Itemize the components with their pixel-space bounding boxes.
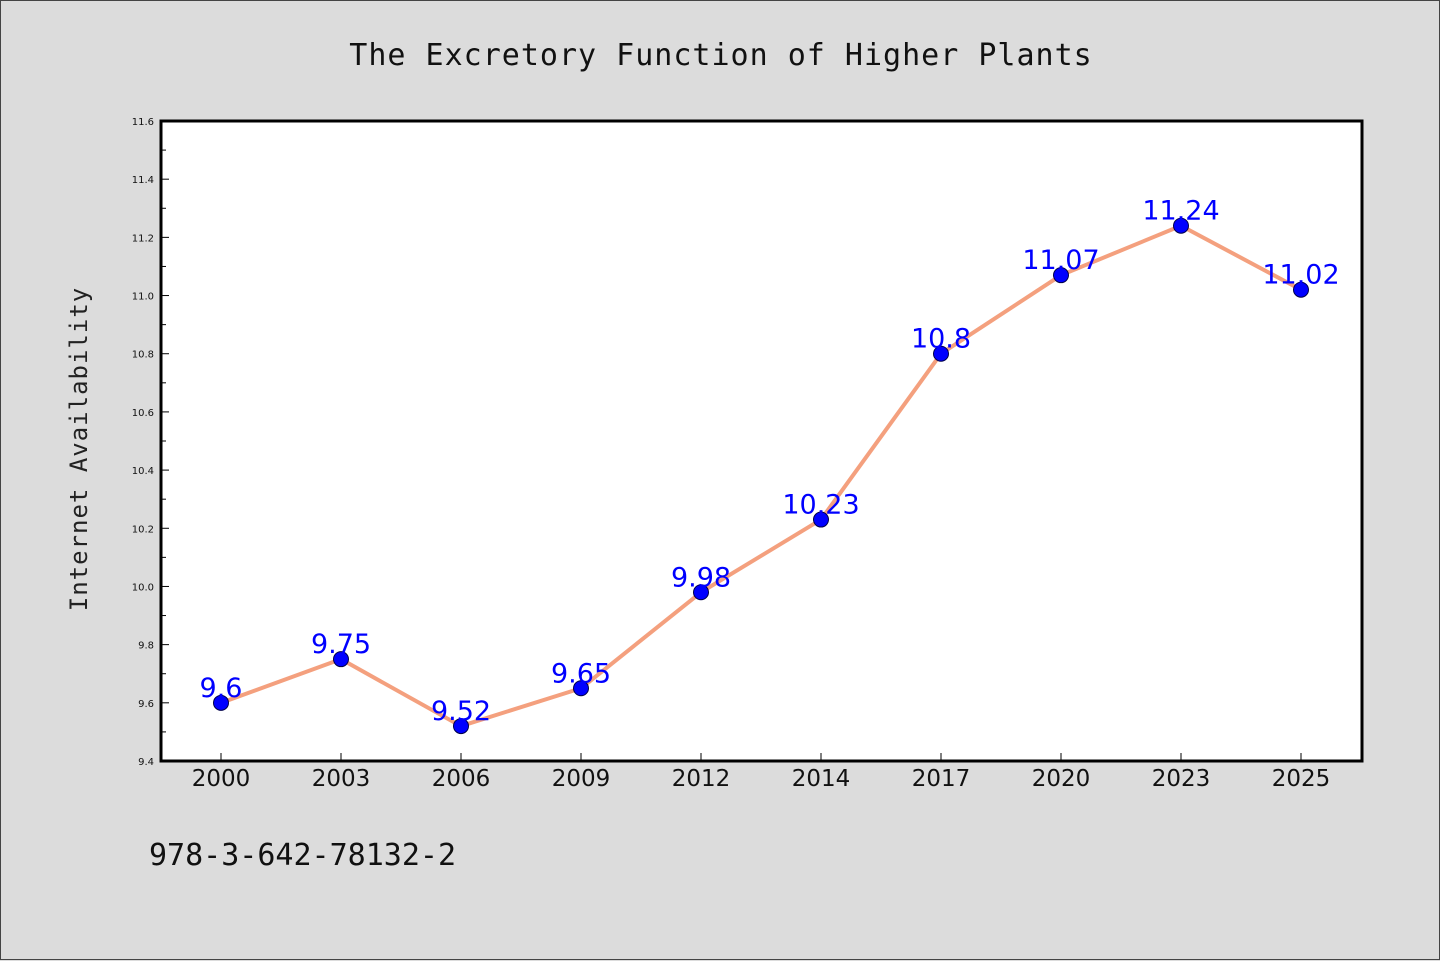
data-point (693, 584, 709, 601)
y-tick-label: 9.4 (138, 757, 154, 768)
x-tick-label: 2017 (912, 766, 971, 792)
data-label: 9.52 (431, 696, 491, 727)
y-tick-label: 11.0 (132, 292, 154, 303)
series-line (220, 223, 1302, 729)
y-axis-label: Internet Availability (65, 287, 93, 611)
data-label: 11.24 (1142, 196, 1219, 227)
data-point (453, 718, 469, 735)
data-labels: 9.6 9.75 9.52 9.65 9.98 10.23 10.8 11.07 11.24 11… (200, 196, 1340, 727)
x-tick-label: 2012 (672, 766, 731, 792)
x-tick-label: 2023 (1152, 766, 1211, 792)
y-tick-label: 10.0 (132, 582, 154, 593)
data-series (213, 217, 1309, 735)
isbn-text: 978-3-642-78132-2 (149, 838, 456, 873)
x-tick-label: 2003 (312, 766, 371, 792)
y-tick-label: 10.6 (132, 408, 154, 419)
y-tick-label: 11.6 (132, 117, 154, 128)
y-axis: 9.4 9.6 9.8 10.0 10.2 10.4 10.6 10.8 11.0 11.2 11.… (132, 117, 169, 768)
x-tick-label: 2020 (1032, 766, 1091, 792)
data-point (573, 680, 589, 697)
x-tick-label: 2014 (792, 766, 851, 792)
data-label: 9.6 (200, 673, 243, 704)
data-point (1053, 267, 1069, 284)
y-tick-label: 10.4 (132, 466, 154, 477)
data-label: 11.02 (1262, 260, 1339, 291)
x-tick-label: 2006 (432, 766, 491, 792)
data-point (933, 345, 949, 362)
data-label: 9.75 (311, 629, 371, 660)
y-tick-label: 9.8 (138, 641, 154, 652)
data-point (813, 511, 829, 528)
y-tick-label: 11.2 (132, 233, 154, 244)
data-point (333, 651, 349, 668)
y-tick-label: 10.2 (132, 524, 154, 535)
x-axis: 2000 2003 2006 2009 2012 2014 2017 2020 2023 2025 (192, 753, 1331, 792)
data-label: 10.8 (911, 324, 971, 355)
plot-area (159, 119, 1364, 763)
data-label: 11.07 (1022, 245, 1099, 276)
chart-title: The Excretory Function of Higher Plants (349, 38, 1092, 73)
data-point (1293, 281, 1309, 298)
x-tick-label: 2009 (552, 766, 611, 792)
data-label: 10.23 (782, 490, 859, 521)
y-tick-label: 9.6 (138, 699, 154, 710)
x-tick-label: 2025 (1272, 766, 1331, 792)
y-tick-label: 11.4 (132, 175, 154, 186)
x-tick-label: 2000 (192, 766, 251, 792)
data-point (213, 694, 229, 711)
data-label: 9.65 (551, 658, 611, 689)
y-tick-label: 10.8 (132, 350, 154, 361)
data-point (1173, 217, 1189, 234)
data-label: 9.98 (671, 562, 731, 593)
